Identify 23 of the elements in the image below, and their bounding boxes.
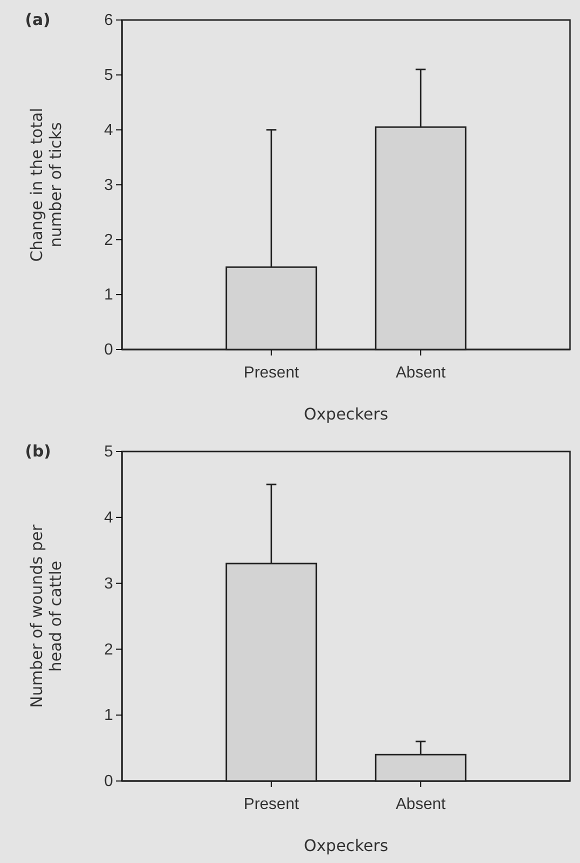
x-axis-title: Oxpeckers xyxy=(304,404,388,424)
y-tick-label: 0 xyxy=(104,342,114,359)
y-tick-label: 1 xyxy=(104,707,114,724)
y-tick-label: 2 xyxy=(104,641,114,658)
y-tick-label: 4 xyxy=(104,510,114,527)
chart-title: (b) xyxy=(25,442,52,460)
y-tick-label: 3 xyxy=(104,575,114,592)
y-tick-label: 6 xyxy=(104,12,114,30)
x-tick-label: Present xyxy=(244,364,300,382)
y-axis-title: Change in the total number of ticks xyxy=(27,108,66,262)
x-axis-title: Oxpeckers xyxy=(304,836,388,855)
y-tick-label: 5 xyxy=(104,444,114,461)
x-tick-label: Absent xyxy=(396,364,446,382)
y-tick-label: 4 xyxy=(104,122,114,139)
x-tick-label: Present xyxy=(244,796,300,814)
y-tick-label: 5 xyxy=(104,67,114,84)
y-tick-label: 2 xyxy=(104,232,114,249)
y-tick-label: 1 xyxy=(104,286,114,304)
y-tick-label: 0 xyxy=(104,773,114,790)
chart-title: (a) xyxy=(25,10,50,29)
y-axis-title: Number of wounds per head of cattle xyxy=(27,524,66,708)
x-tick-label: Absent xyxy=(396,796,446,814)
y-tick-label: 3 xyxy=(104,176,114,194)
